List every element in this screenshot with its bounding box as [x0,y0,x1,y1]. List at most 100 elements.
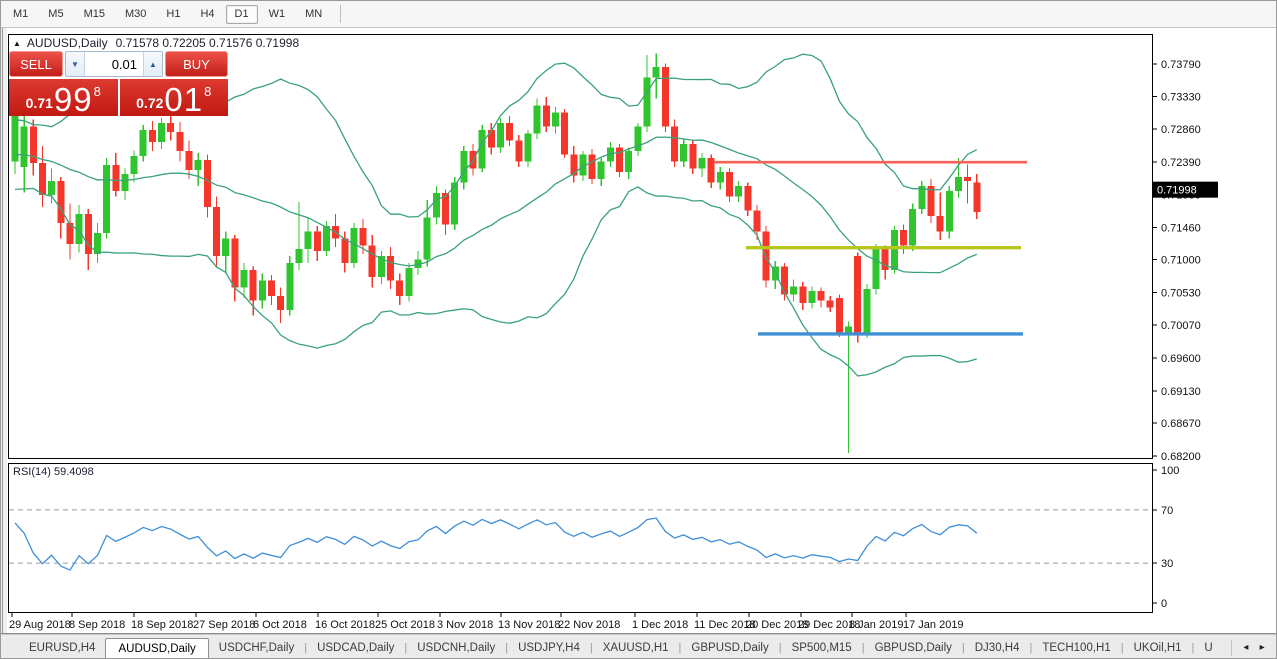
chart-area: 0.737900.733300.728600.723900.719300.714… [1,28,1277,634]
chart-symbol-label: AUDUSD,Daily [26,36,108,50]
timeframe-button-m1[interactable]: M1 [13,7,29,20]
timeframe-button-m5[interactable]: M5 [48,7,64,20]
date-tick-label: 13 Nov 2018 [498,619,560,631]
date-tick-label: 8 Jan 2019 [849,619,903,631]
tabs-scroll-right-icon[interactable]: ▸ [1259,641,1265,653]
price-tick-label: 0.69600 [1161,353,1201,365]
date-tick-label: 25 Oct 2018 [375,619,435,631]
rsi-tick-label: 30 [1161,558,1173,570]
buy-price-main: 01 [164,80,204,118]
date-tick-label: 18 Sep 2018 [131,619,193,631]
date-tick-label: 11 Dec 2018 [694,619,756,631]
rsi-tick-label: 100 [1161,465,1179,477]
price-tick-label: 0.73330 [1161,91,1201,103]
buy-price-box[interactable]: 0.72 01 8 [119,79,228,118]
chart-tab-usdchf-daily[interactable]: USDCHF,Daily [218,641,295,654]
chart-tab-gbpusd-daily[interactable]: GBPUSD,Daily [691,641,769,654]
chart-tab-bar: EURUSD,H4 AUDUSD,Daily USDCHF,Daily | USDCAD… [1,634,1276,658]
timeframe-button-w1[interactable]: W1 [268,7,286,20]
timeframe-button-m30[interactable]: M30 [124,7,147,20]
price-tick-label: 0.69130 [1161,386,1201,398]
date-tick-label: 8 Sep 2018 [69,619,125,631]
sell-button[interactable]: SELL [9,51,63,77]
chart-tab-usdjpy-h4[interactable]: USDJPY,H4 [518,641,580,654]
timeframe-button-h4[interactable]: H4 [200,7,215,20]
date-tick-label: 1 Dec 2018 [632,619,688,631]
timeframe-button-h1[interactable]: H1 [166,7,181,20]
chart-tab-xauusd-h1[interactable]: XAUUSD,H1 [602,641,669,654]
timeframe-button-m15[interactable]: M15 [83,7,105,20]
tab-separator: | [589,641,593,654]
tab-separator: | [778,641,782,654]
chart-tab-tech100-h1[interactable]: TECH100,H1 [1042,641,1111,654]
tab-scroll-controls: ◂ ▸ [1231,639,1276,656]
chart-tab-eurusd-h4[interactable]: EURUSD,H4 [29,641,96,654]
rsi-plot-frame [8,463,1153,613]
price-chart-canvas[interactable]: 0.737900.733300.728600.723900.719300.714… [1,28,1277,634]
tab-separator: | [678,641,682,654]
price-tick-label: 0.68670 [1161,418,1201,430]
chart-tabs: EURUSD,H4 AUDUSD,Daily USDCHF,Daily | USDCAD… [1,635,1231,658]
tabs-scroll-left-icon[interactable]: ◂ [1243,641,1249,653]
volume-input[interactable] [85,52,143,76]
date-tick-label: 20 Dec 2018 [746,619,808,631]
timeframe-toolbar: M1 M5 M15 M30 H1 H4 D1 W1 MN [1,1,1276,28]
rsi-tick-label: 0 [1161,598,1167,610]
chart-expand-icon[interactable]: ▲ [13,38,21,48]
rsi-tick-label: 70 [1161,505,1173,517]
chart-tab-audusd-daily[interactable]: AUDUSD,Daily [105,637,209,658]
chart-ohlc-values: 0.71578 0.72205 0.71576 0.71998 [115,36,300,50]
date-tick-label: 17 Jan 2019 [903,619,964,631]
date-tick-label: 22 Nov 2018 [558,619,620,631]
tab-separator: | [961,641,965,654]
chart-tab-u[interactable]: U [1204,641,1213,654]
tab-separator: | [1029,641,1033,654]
tab-separator: | [404,641,408,654]
date-tick-label: 6 Oct 2018 [253,619,307,631]
chart-tab-dj30-h4[interactable]: DJ30,H4 [974,641,1020,654]
buy-price-prefix: 0.72 [136,95,164,111]
date-tick-label: 16 Oct 2018 [315,619,375,631]
chart-tab-usdcad-daily[interactable]: USDCAD,Daily [317,641,395,654]
volume-decrease-icon[interactable]: ▼ [66,52,85,76]
price-tick-label: 0.71000 [1161,255,1201,267]
tab-separator: | [304,641,308,654]
rsi-axis: 100 70 30 0 [1152,465,1179,610]
rsi-line [14,517,978,571]
price-tick-label: 0.72390 [1161,157,1201,169]
price-tick-label: 0.70530 [1161,288,1201,300]
chart-tab-ukoil-h1[interactable]: UKOil,H1 [1133,641,1182,654]
date-tick-label: 29 Dec 2018 [798,619,860,631]
chart-tab-usdcnh-daily[interactable]: USDCNH,Daily [417,641,496,654]
rsi-plot [9,509,1151,571]
price-tick-label: 0.72860 [1161,124,1201,136]
timeframe-button-d1[interactable]: D1 [225,4,258,24]
sell-price-box[interactable]: 0.71 99 8 [9,79,118,116]
rsi-indicator-label: RSI(14) 59.4098 [13,466,94,478]
tab-separator: | [505,641,509,654]
chart-tab-gbpusd-daily[interactable]: GBPUSD,Daily [874,641,952,654]
chart-title: ▲ AUDUSD,Daily 0.71578 0.72205 0.71576 0… [13,36,299,50]
current-price-tag [1152,181,1218,198]
buy-button[interactable]: BUY [165,51,228,77]
tab-separator: | [1191,641,1195,654]
volume-stepper: ▼ ▲ [65,51,163,77]
price-tick-label: 0.70070 [1161,320,1201,332]
sell-price-pip: 8 [93,84,101,99]
date-tick-label: 29 Aug 2018 [9,619,71,631]
one-click-trading-panel: SELL ▼ ▲ BUY 0.71 99 8 0.72 01 8 [9,51,228,116]
current-price-value: 0.71998 [1157,185,1197,197]
volume-increase-icon[interactable]: ▲ [143,52,162,76]
tab-separator: | [1120,641,1124,654]
price-tick-label: 0.73790 [1161,59,1201,71]
sell-price-prefix: 0.71 [25,95,53,111]
chart-tab-sp500-m15[interactable]: SP500,M15 [791,641,852,654]
tab-separator: | [861,641,865,654]
date-tick-label: 3 Nov 2018 [437,619,493,631]
timeframe-button-mn[interactable]: MN [305,7,323,20]
sell-price-main: 99 [53,80,93,118]
buy-price-pip: 8 [204,84,212,99]
toolbar-separator [340,5,342,23]
price-axis: 0.737900.733300.728600.723900.719300.714… [1152,59,1201,463]
